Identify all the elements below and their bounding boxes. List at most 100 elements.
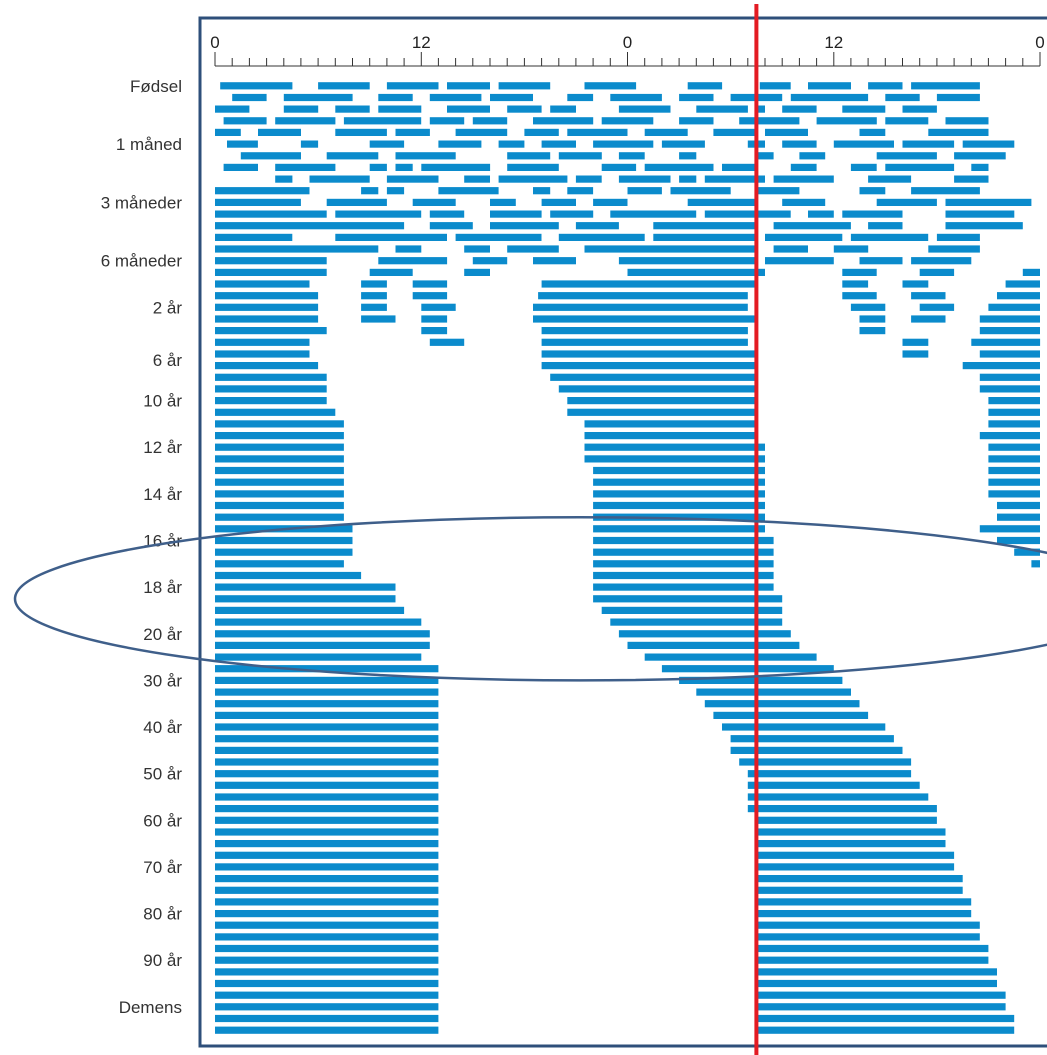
sleep-bar-r2-s6 xyxy=(550,106,576,113)
sleep-bar-r4-s8 xyxy=(713,129,756,136)
sleep-bar-r17-s1 xyxy=(361,280,387,287)
sleep-bar-r49-s1 xyxy=(645,654,817,661)
sleep-bar-r78-s1 xyxy=(756,992,1005,999)
row-label-11: 20 år xyxy=(143,625,182,644)
sleep-bar-r7-s1 xyxy=(275,164,335,171)
sleep-bar-r34-s0 xyxy=(215,479,344,486)
sleep-bar-r73-s0 xyxy=(215,933,438,940)
sleep-bar-r22-s4 xyxy=(971,339,1040,346)
sleep-bar-r10-s7 xyxy=(782,199,825,206)
sleep-bar-r48-s0 xyxy=(215,642,430,649)
sleep-bar-r9-s4 xyxy=(533,187,550,194)
sleep-bar-r15-s6 xyxy=(860,257,903,264)
sleep-bar-r35-s0 xyxy=(215,490,344,497)
sleep-bar-r9-s3 xyxy=(438,187,498,194)
sleep-bar-r5-s10 xyxy=(834,141,894,148)
sleep-bar-r22-s1 xyxy=(430,339,464,346)
sleep-bar-r24-s0 xyxy=(215,362,318,369)
sleep-bar-r24-s1 xyxy=(542,362,757,369)
sleep-bar-r31-s2 xyxy=(988,444,1040,451)
sleep-bar-r18-s1 xyxy=(361,292,387,299)
sleep-bar-r1-s2 xyxy=(378,94,412,101)
sleep-bar-r41-s0 xyxy=(215,560,344,567)
sleep-bar-r2-s11 xyxy=(842,106,885,113)
sleep-bar-r64-s1 xyxy=(756,828,945,835)
sleep-bar-r17-s0 xyxy=(215,280,310,287)
sleep-bar-r8-s1 xyxy=(310,176,370,183)
sleep-bar-r36-s0 xyxy=(215,502,344,509)
row-label-10: 18 år xyxy=(143,578,182,597)
sleep-bar-r4-s2 xyxy=(335,129,387,136)
sleep-bar-r81-s1 xyxy=(756,1027,1014,1034)
sleep-bar-r8-s5 xyxy=(576,176,602,183)
sleep-bar-r61-s0 xyxy=(215,793,438,800)
sleep-bar-r64-s0 xyxy=(215,828,438,835)
sleep-bar-r5-s7 xyxy=(662,141,705,148)
sleep-bar-r63-s0 xyxy=(215,817,438,824)
sleep-bar-r4-s9 xyxy=(765,129,808,136)
hour-ticks xyxy=(215,52,1040,66)
sleep-bar-r14-s4 xyxy=(585,245,757,252)
sleep-bar-r18-s6 xyxy=(997,292,1040,299)
sleep-bar-r44-s0 xyxy=(215,595,396,602)
sleep-bar-r1-s4 xyxy=(490,94,533,101)
sleep-bar-r66-s0 xyxy=(215,852,438,859)
sleep-bar-r8-s11 xyxy=(954,176,988,183)
sleep-bar-r62-s0 xyxy=(215,805,438,812)
sleep-bar-r76-s1 xyxy=(756,968,997,975)
sleep-bar-r5-s11 xyxy=(903,141,955,148)
sleep-bar-r10-s9 xyxy=(946,199,1032,206)
sleep-bar-r6-s4 xyxy=(559,152,602,159)
sleep-bar-r6-s8 xyxy=(799,152,825,159)
sleep-bar-r75-s1 xyxy=(756,957,988,964)
row-label-6: 10 år xyxy=(143,392,182,411)
sleep-bar-r7-s12 xyxy=(971,164,988,171)
sleep-bar-r68-s0 xyxy=(215,875,438,882)
sleep-bar-r8-s0 xyxy=(275,176,292,183)
sleep-bar-r29-s1 xyxy=(585,420,757,427)
sleep-bar-r41-s2 xyxy=(1031,560,1040,567)
sleep-bar-r75-s0 xyxy=(215,957,438,964)
sleep-bar-r1-s9 xyxy=(791,94,868,101)
sleep-bar-r2-s4 xyxy=(447,106,490,113)
sleep-bar-r10-s3 xyxy=(490,199,516,206)
sleep-bar-r32-s2 xyxy=(988,455,1040,462)
sleep-bar-r51-s0 xyxy=(215,677,438,684)
sleep-bar-r31-s1 xyxy=(585,444,766,451)
sleep-bar-r34-s2 xyxy=(988,479,1040,486)
sleep-bar-r10-s0 xyxy=(215,199,301,206)
sleep-bar-r4-s11 xyxy=(928,129,988,136)
sleep-bar-r12-s3 xyxy=(576,222,619,229)
sleep-bar-r81-s0 xyxy=(215,1027,438,1034)
sleep-bar-r55-s0 xyxy=(215,723,438,730)
sleep-bar-r1-s1 xyxy=(284,94,353,101)
sleep-bar-r11-s2 xyxy=(430,211,464,218)
sleep-bar-r0-s2 xyxy=(387,82,439,89)
sleep-bar-r4-s10 xyxy=(860,129,886,136)
sleep-bar-r0-s10 xyxy=(911,82,980,89)
sleep-bar-r9-s0 xyxy=(215,187,310,194)
sleep-bar-r13-s2 xyxy=(456,234,542,241)
sleep-bar-r49-s0 xyxy=(215,654,421,661)
sleep-bar-r0-s8 xyxy=(808,82,851,89)
row-label-12: 30 år xyxy=(143,671,182,690)
sleep-bar-r59-s1 xyxy=(748,770,911,777)
sleep-bar-r35-s1 xyxy=(593,490,765,497)
sleep-bar-r17-s3 xyxy=(542,280,757,287)
sleep-bar-r23-s3 xyxy=(980,350,1040,357)
sleep-bar-r73-s1 xyxy=(756,933,979,940)
sleep-bar-r2-s2 xyxy=(335,106,369,113)
sleep-bar-r13-s6 xyxy=(851,234,928,241)
sleep-bar-r16-s2 xyxy=(464,269,490,276)
sleep-bar-r4-s6 xyxy=(567,129,627,136)
sleep-bar-r8-s4 xyxy=(499,176,568,183)
sleep-bar-r6-s2 xyxy=(396,152,456,159)
sleep-bar-r54-s0 xyxy=(215,712,438,719)
sleep-bar-r7-s9 xyxy=(791,164,817,171)
sleep-bar-r14-s5 xyxy=(774,245,808,252)
sleep-bar-r9-s8 xyxy=(756,187,799,194)
sleep-bar-r10-s5 xyxy=(593,199,627,206)
sleep-bar-r69-s0 xyxy=(215,887,438,894)
tick-label-4: 0 xyxy=(1035,33,1044,52)
sleep-bar-r74-s0 xyxy=(215,945,438,952)
